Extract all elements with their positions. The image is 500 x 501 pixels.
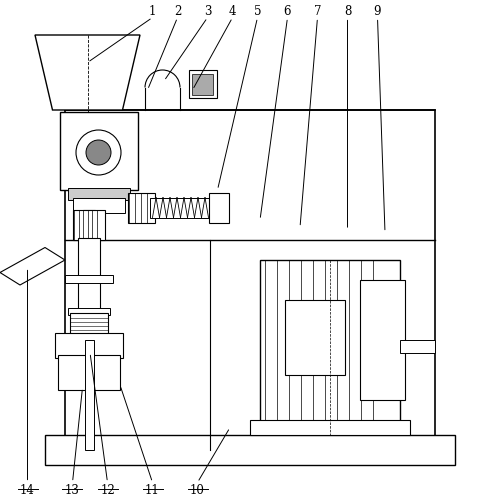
Bar [78, 238, 100, 281]
Bar [192, 75, 213, 96]
Text: 1: 1 [149, 6, 156, 19]
Text: 6: 6 [284, 6, 291, 19]
Bar [82, 210, 95, 325]
Bar [150, 198, 210, 218]
Bar [128, 193, 155, 223]
Bar [65, 276, 112, 283]
Bar [85, 340, 94, 450]
Bar [45, 435, 455, 465]
Ellipse shape [288, 418, 372, 438]
Text: 14: 14 [20, 482, 35, 495]
Text: 13: 13 [65, 482, 80, 495]
Text: 7: 7 [314, 6, 321, 19]
Bar [360, 281, 405, 400]
Text: 8: 8 [344, 6, 351, 19]
Bar [70, 313, 108, 335]
Bar [65, 111, 435, 450]
Text: 11: 11 [145, 482, 160, 495]
Text: 10: 10 [190, 482, 205, 495]
Text: 5: 5 [254, 6, 261, 19]
Bar [285, 301, 345, 375]
Bar [68, 188, 130, 200]
Circle shape [76, 131, 121, 176]
Text: 9: 9 [374, 6, 382, 19]
Text: 4: 4 [229, 6, 236, 19]
Text: 2: 2 [174, 6, 181, 19]
Bar [189, 71, 216, 98]
Polygon shape [0, 248, 65, 286]
Bar [78, 278, 100, 311]
Bar [72, 198, 125, 213]
Text: 3: 3 [204, 6, 211, 19]
Bar [209, 193, 229, 223]
Bar [250, 420, 410, 435]
Polygon shape [35, 36, 140, 111]
Bar [400, 340, 435, 353]
Bar [58, 355, 120, 390]
Bar [60, 113, 138, 190]
Bar [68, 308, 110, 315]
Text: 12: 12 [100, 482, 115, 495]
Bar [72, 210, 105, 240]
Bar [55, 333, 122, 358]
Circle shape [86, 141, 111, 166]
Bar [260, 261, 400, 425]
